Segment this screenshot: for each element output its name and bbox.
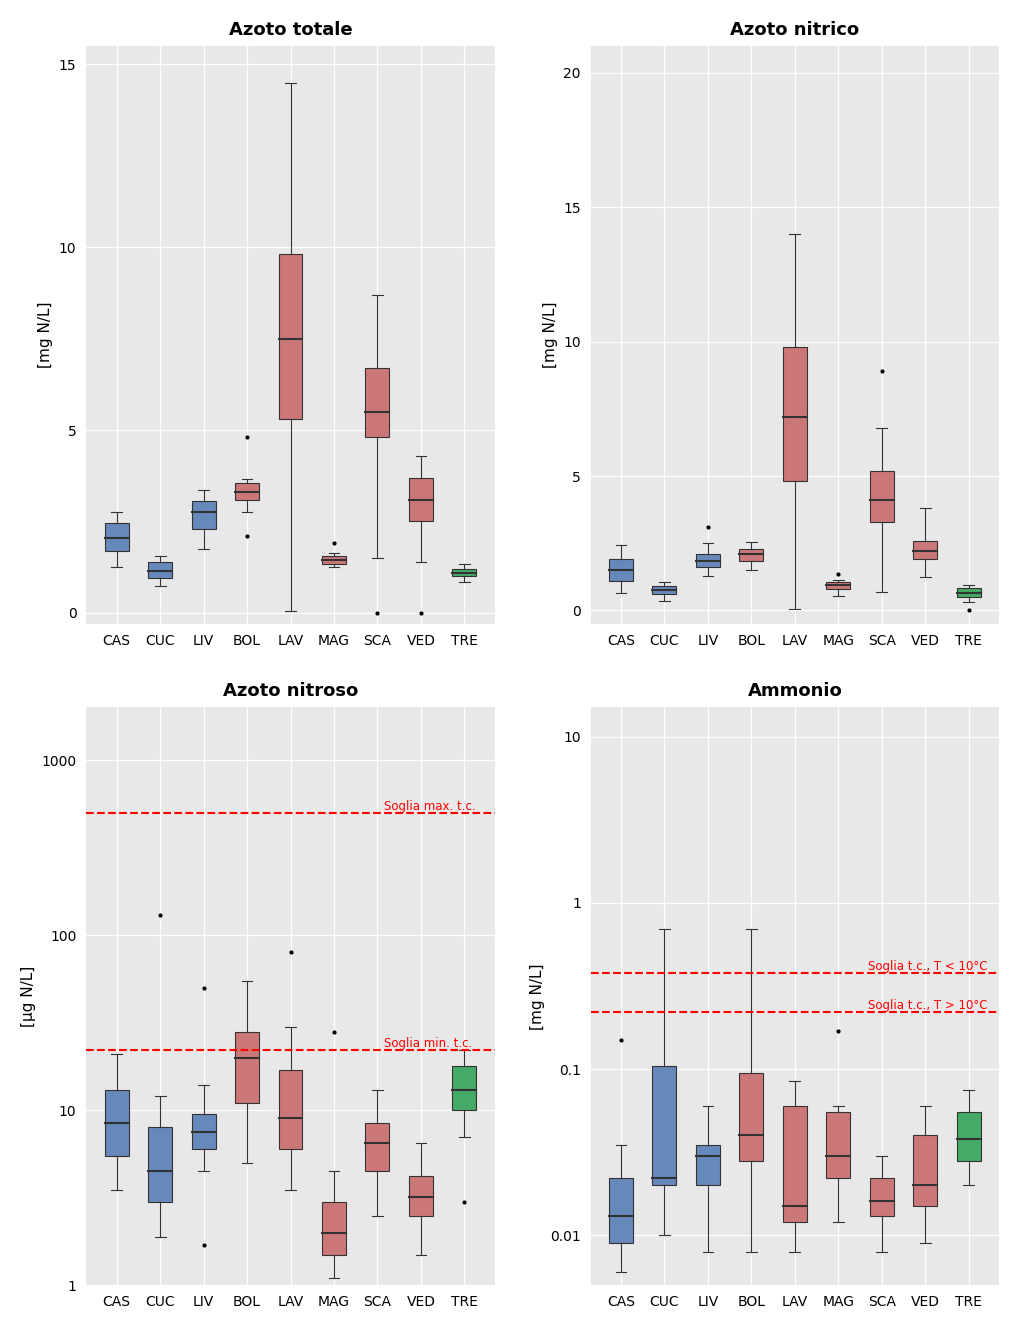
Bar — [696, 1145, 720, 1185]
Bar — [366, 368, 389, 438]
Title: Azoto nitroso: Azoto nitroso — [223, 682, 358, 701]
Bar — [191, 501, 215, 529]
Text: Soglia t.c., T < 10°C: Soglia t.c., T < 10°C — [868, 960, 988, 972]
Bar — [191, 1115, 215, 1149]
Bar — [739, 1073, 763, 1161]
Title: Azoto totale: Azoto totale — [228, 21, 352, 39]
Title: Azoto nitrico: Azoto nitrico — [730, 21, 859, 39]
Y-axis label: [μg N/L]: [μg N/L] — [20, 966, 36, 1027]
Bar — [409, 477, 433, 521]
Bar — [869, 1178, 894, 1217]
Bar — [366, 1123, 389, 1172]
Bar — [236, 483, 259, 500]
Bar — [148, 1128, 172, 1202]
Bar — [826, 1112, 850, 1178]
Text: Soglia min. t.c.: Soglia min. t.c. — [384, 1037, 473, 1051]
Bar — [279, 1071, 302, 1149]
Text: Soglia max. t.c.: Soglia max. t.c. — [384, 799, 476, 813]
Bar — [322, 556, 346, 564]
Bar — [652, 1065, 677, 1185]
Bar — [956, 1112, 981, 1161]
Title: Ammonio: Ammonio — [748, 682, 842, 701]
Bar — [783, 347, 807, 481]
Bar — [869, 471, 894, 521]
Y-axis label: [mg N/L]: [mg N/L] — [38, 302, 53, 368]
Bar — [956, 588, 981, 597]
Bar — [609, 1178, 633, 1244]
Bar — [652, 587, 677, 595]
Bar — [148, 561, 172, 579]
Bar — [236, 1032, 259, 1103]
Bar — [322, 1202, 346, 1254]
Bar — [104, 523, 129, 551]
Bar — [783, 1107, 807, 1222]
Text: Soglia t.c., T > 10°C: Soglia t.c., T > 10°C — [868, 999, 988, 1012]
Bar — [696, 555, 720, 568]
Bar — [739, 549, 763, 561]
Bar — [913, 540, 937, 560]
Bar — [453, 569, 476, 576]
Bar — [913, 1136, 937, 1206]
Bar — [279, 254, 302, 419]
Bar — [826, 583, 850, 589]
Bar — [409, 1176, 433, 1216]
Y-axis label: [mg N/L]: [mg N/L] — [543, 302, 558, 368]
Y-axis label: [mg N/L]: [mg N/L] — [529, 963, 545, 1029]
Bar — [453, 1065, 476, 1111]
Bar — [104, 1091, 129, 1156]
Bar — [609, 560, 633, 581]
